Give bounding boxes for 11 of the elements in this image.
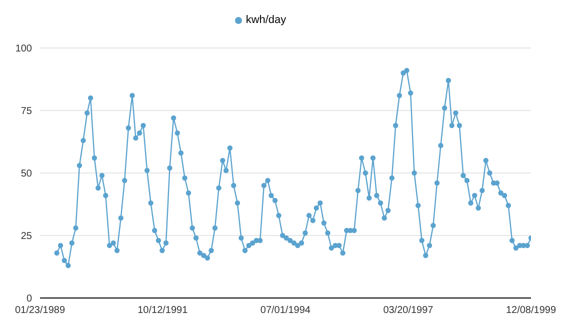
y-tick-label: 100 (15, 44, 32, 55)
x-tick-label: 01/23/1989 (14, 305, 66, 316)
y-tick-label: 50 (20, 168, 32, 180)
legend-label: kwh/day (246, 14, 286, 26)
x-tick-label: 03/20/1997 (383, 305, 434, 316)
x-tick-label: 10/12/1991 (138, 305, 188, 316)
x-tick-label: 07/01/1994 (260, 305, 311, 316)
y-tick-label: 75 (20, 106, 32, 118)
x-tick-label: 12/08/1999 (506, 305, 556, 316)
y-tick-label: 0 (26, 294, 32, 305)
y-tick-label: 25 (20, 231, 32, 242)
